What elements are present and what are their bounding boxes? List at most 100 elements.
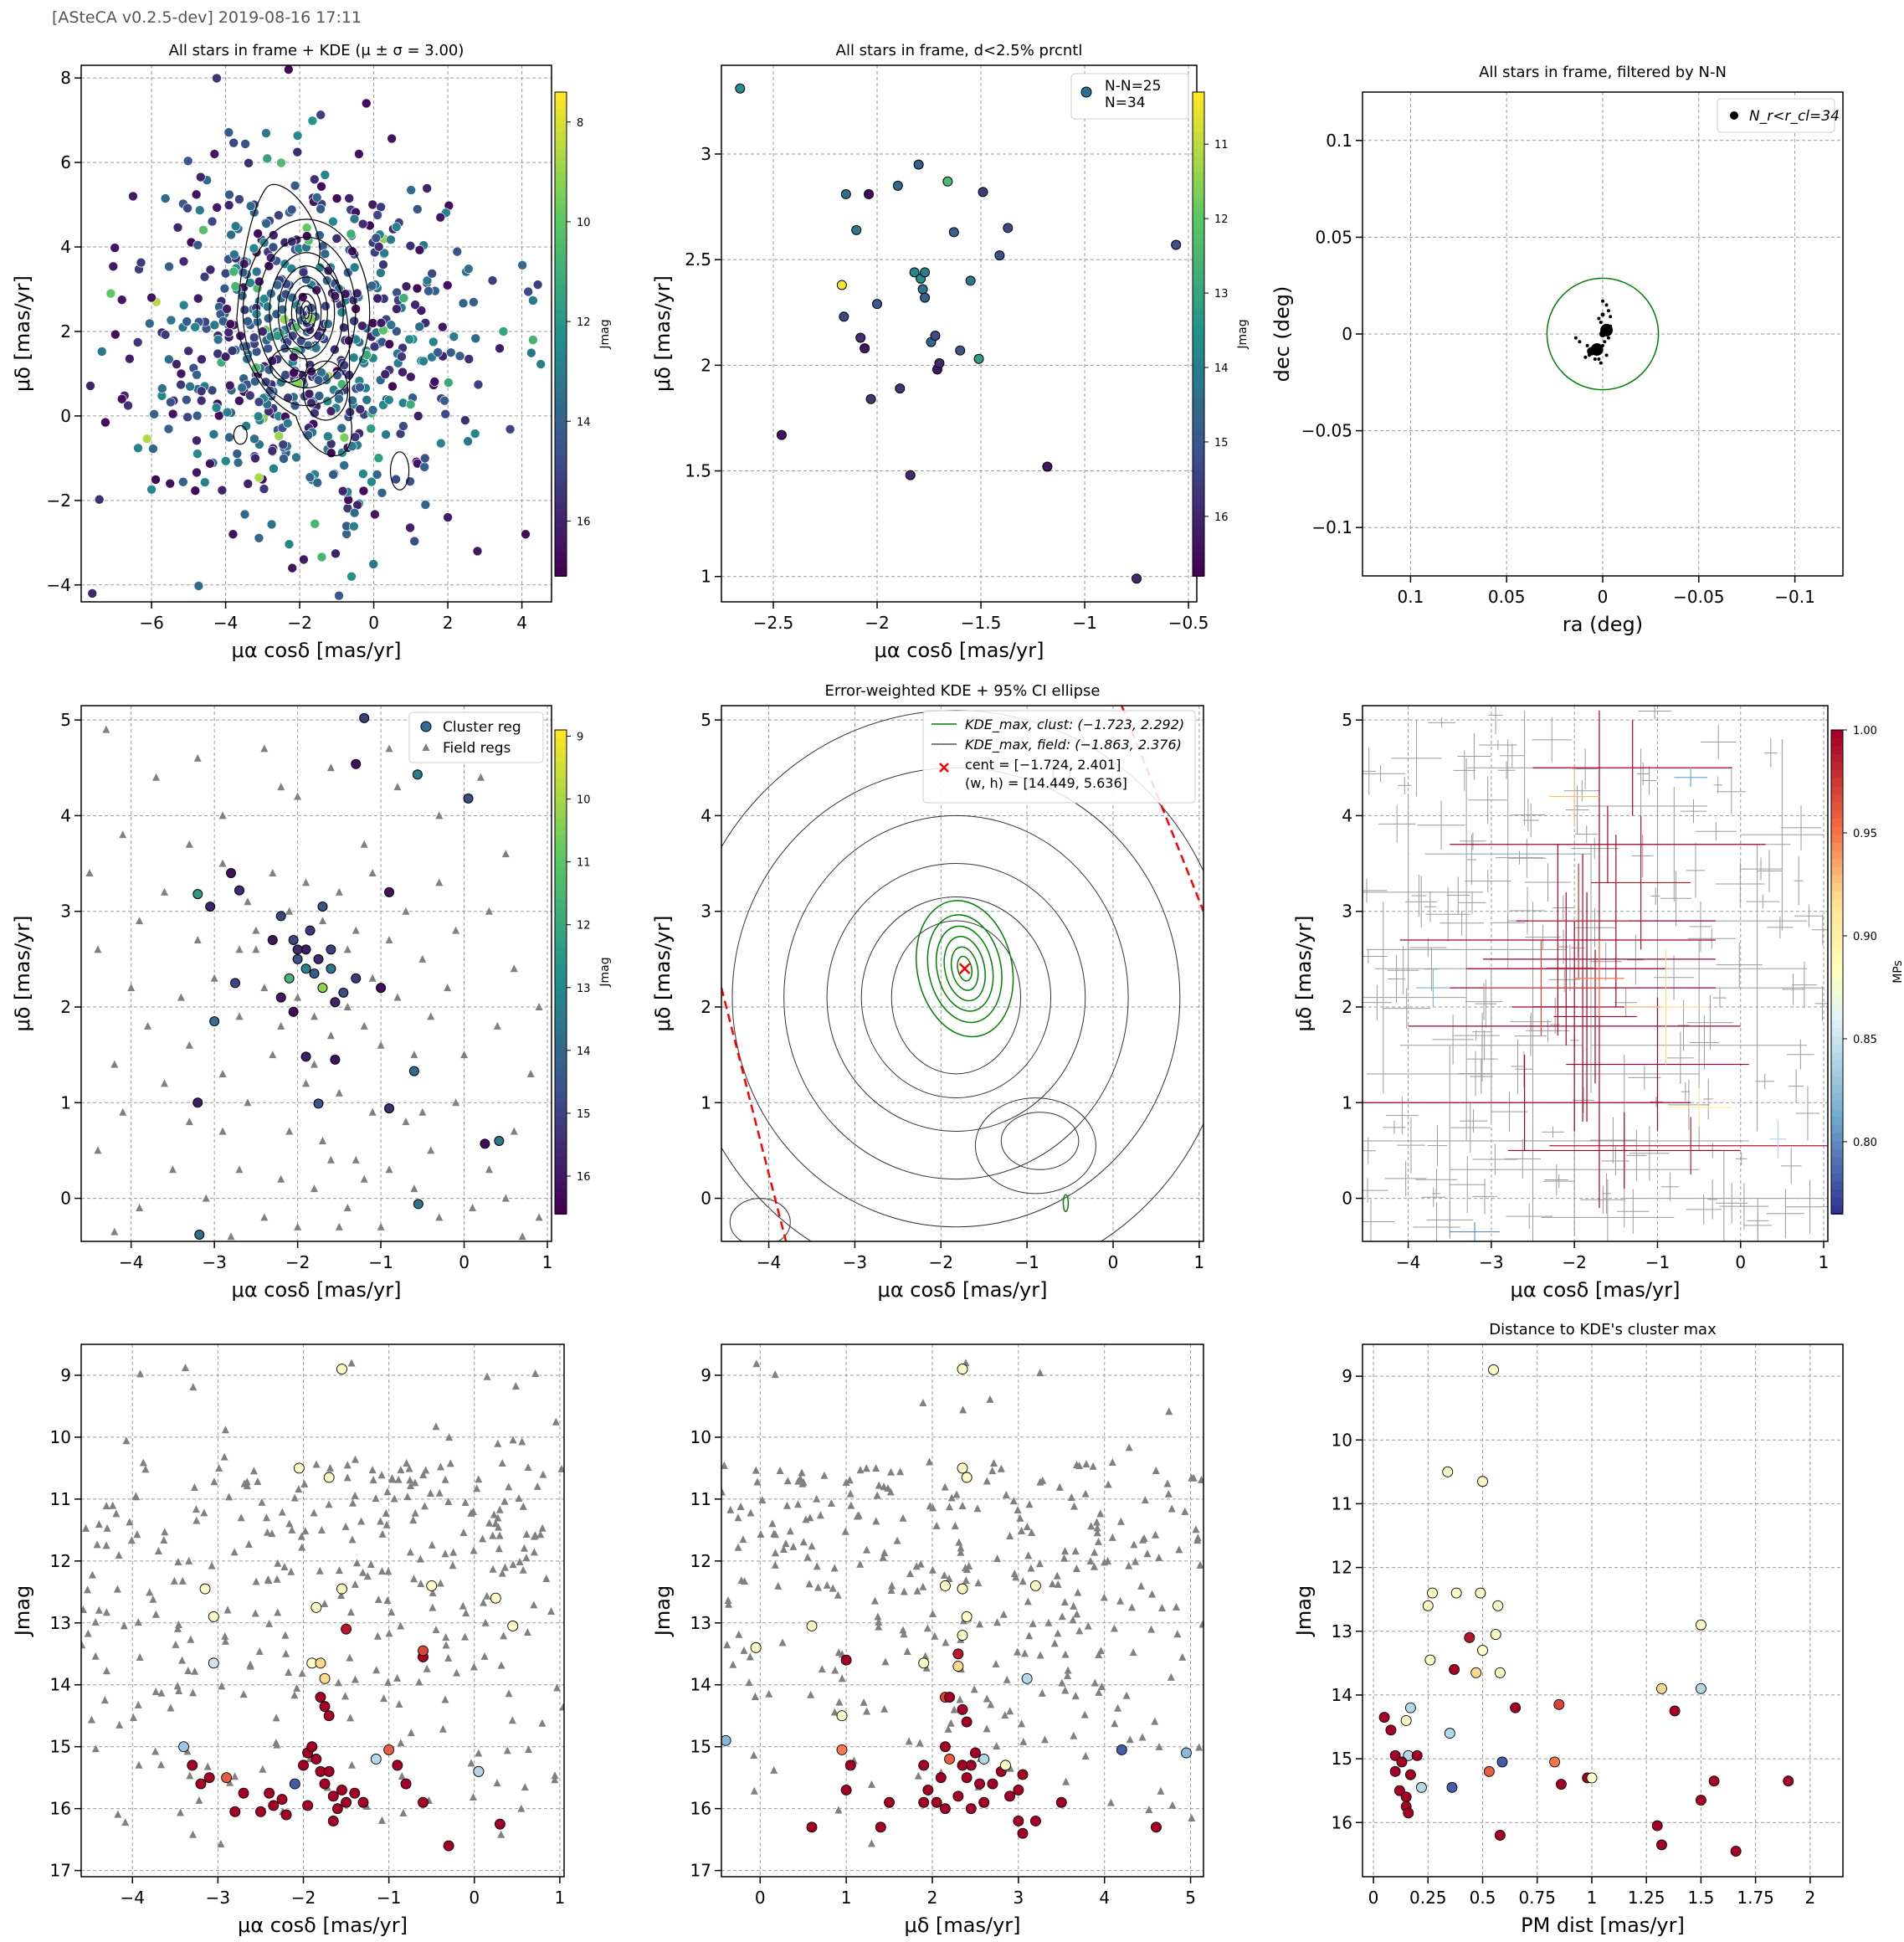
field-star <box>374 1595 382 1604</box>
field-star <box>387 1608 396 1616</box>
cluster-star <box>275 911 286 922</box>
cluster-star <box>292 953 303 964</box>
star-point <box>314 391 325 401</box>
kde-contour <box>916 900 1014 1038</box>
colorbar-label: Jmag <box>598 319 612 349</box>
y-tick-label: 4 <box>701 805 711 825</box>
x-tick-label: −2 <box>865 613 889 633</box>
colorbar-segment <box>1193 552 1204 561</box>
field-star <box>467 1508 475 1517</box>
cluster-star <box>1017 1769 1029 1780</box>
field-star <box>1094 1537 1102 1545</box>
colorbar-segment <box>1831 1165 1843 1174</box>
field-star <box>880 1704 889 1713</box>
colorbar-tick-label: 0.85 <box>1853 1034 1877 1046</box>
field-star <box>252 1577 260 1585</box>
field-star <box>343 1473 352 1482</box>
star-point <box>144 318 155 329</box>
star-point <box>258 326 268 337</box>
cluster-star <box>359 712 370 723</box>
field-star <box>480 1652 489 1660</box>
field-star <box>970 1685 978 1693</box>
cluster-star <box>1449 1664 1460 1675</box>
cluster-star <box>317 902 328 912</box>
y-tick-label: 1 <box>701 567 711 587</box>
field-star <box>1151 1717 1159 1725</box>
field-star <box>807 1690 815 1698</box>
field-star <box>421 1502 429 1510</box>
colorbar-segment <box>555 108 567 117</box>
field-star <box>957 1548 965 1556</box>
colorbar-frame <box>1192 91 1205 577</box>
field-star <box>789 1542 798 1550</box>
cluster-star <box>806 1621 818 1631</box>
field-star <box>814 1583 823 1591</box>
cluster-star <box>939 1741 951 1753</box>
cluster-star <box>268 1800 280 1811</box>
axes-frame <box>721 1343 1204 1878</box>
colorbar-segment <box>1193 164 1204 174</box>
field-star <box>903 1647 911 1656</box>
field-star <box>919 1398 927 1406</box>
star-point <box>442 280 453 290</box>
field-star <box>726 1505 735 1513</box>
star-point <box>1003 223 1014 234</box>
y-tick-label: 17 <box>690 1861 711 1881</box>
field-star <box>110 1060 119 1068</box>
field-star <box>357 1517 366 1525</box>
field-star <box>752 1359 761 1368</box>
cluster-kde-contours <box>916 760 1071 1213</box>
field-star <box>285 1667 293 1676</box>
star-point <box>253 411 264 422</box>
field-star <box>353 1559 362 1567</box>
star-point <box>339 322 349 333</box>
colorbar-segment <box>555 1012 567 1021</box>
star-point <box>323 431 333 442</box>
colorbar-segment <box>555 188 567 198</box>
panel-title: Error-weighted KDE + 95% CI ellipse <box>825 682 1101 700</box>
field-star <box>221 1636 229 1645</box>
field-star <box>321 1600 329 1608</box>
star-point <box>454 351 465 362</box>
star-point <box>367 476 377 487</box>
field-star <box>818 1665 826 1673</box>
field-star <box>808 1542 816 1550</box>
field-star <box>1137 1581 1146 1590</box>
kde-contour <box>295 293 317 332</box>
colorbar-segment <box>555 261 567 270</box>
y-tick-label: 10 <box>50 1427 71 1447</box>
field-star <box>1062 1777 1070 1785</box>
star-point <box>164 261 174 272</box>
x-tick-label: 1 <box>542 1252 553 1272</box>
colorbar-segment <box>555 1044 567 1054</box>
colorbar-segment <box>1193 334 1204 343</box>
star-point <box>368 559 378 569</box>
star-point <box>405 399 416 410</box>
field-star <box>231 1772 239 1780</box>
cluster-star <box>944 1692 956 1703</box>
kde-contour <box>860 896 1052 1098</box>
field-star <box>856 1559 865 1568</box>
panel-title: All stars in frame + KDE (μ ± σ = 3.00) <box>169 42 464 59</box>
star-point <box>930 331 941 342</box>
cluster-star <box>192 1097 203 1108</box>
colorbar-segment <box>1831 842 1843 852</box>
field-star <box>191 1667 199 1675</box>
cluster-star <box>275 992 286 1003</box>
star-point <box>349 507 360 518</box>
field-star <box>926 1457 934 1466</box>
colorbar-segment <box>555 907 567 917</box>
field-star <box>385 744 393 753</box>
field-star <box>1006 1707 1014 1715</box>
grid <box>721 65 1197 602</box>
field-star <box>177 1808 185 1816</box>
field-star <box>505 1689 513 1698</box>
x-tick-label: 0 <box>1108 1252 1119 1272</box>
field-star <box>298 1543 306 1551</box>
star-point <box>292 146 303 157</box>
cluster-star <box>392 1760 403 1771</box>
star-point <box>284 539 295 549</box>
star-point <box>261 218 271 229</box>
cluster-star <box>418 1796 429 1808</box>
star-point <box>141 434 152 444</box>
